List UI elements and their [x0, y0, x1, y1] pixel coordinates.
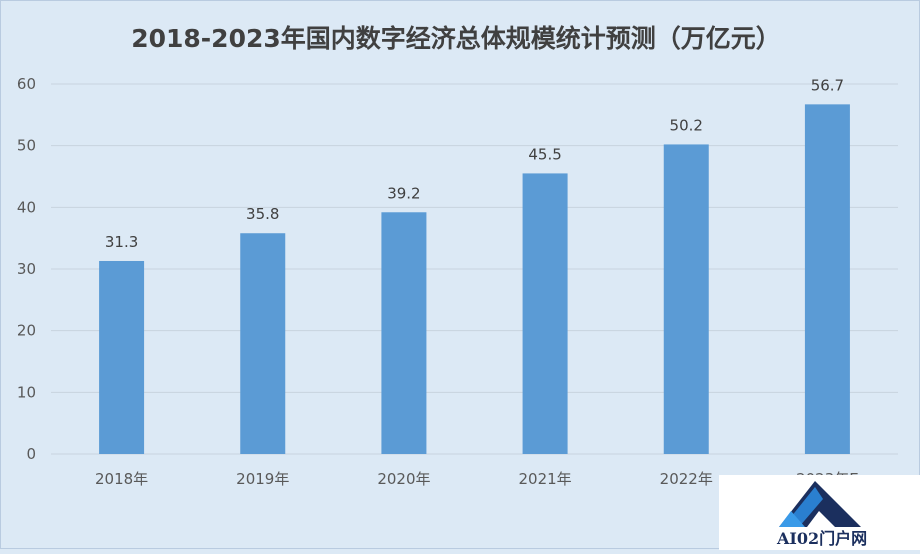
data-label: 31.3	[105, 233, 138, 251]
data-label: 35.8	[246, 205, 279, 223]
bar	[240, 233, 286, 454]
x-tick-label: 2020年	[377, 470, 430, 488]
x-tick-label: 2018年	[95, 470, 148, 488]
triangle-a-logo-icon	[779, 481, 861, 527]
y-tick-label: 0	[26, 445, 36, 463]
x-tick-label: 2022年	[660, 470, 713, 488]
data-labels: 31.3 35.8 39.2 45.5 50.2 56.7	[105, 76, 844, 251]
data-label: 45.5	[528, 145, 561, 163]
bar	[99, 260, 145, 454]
chart-title: 2018-2023年国内数字经济总体规模统计预测（万亿元）	[131, 24, 781, 53]
bar	[804, 104, 850, 454]
y-tick-label: 30	[17, 260, 36, 278]
grid-lines	[51, 83, 898, 455]
bar	[381, 212, 427, 454]
bar	[522, 173, 568, 454]
data-label: 39.2	[387, 184, 420, 202]
watermark-text: AI02门户网	[777, 529, 868, 548]
x-tick-label: 2019年	[236, 470, 289, 488]
bar	[663, 144, 709, 454]
data-label: 50.2	[670, 116, 703, 134]
y-tick-label: 60	[17, 75, 36, 93]
watermark: AI02门户网	[719, 475, 920, 550]
y-tick-label: 50	[17, 137, 36, 155]
y-axis-ticks: 0 10 20 30 40 50 60	[17, 75, 36, 463]
bars	[99, 104, 850, 454]
data-label: 56.7	[811, 76, 844, 94]
y-tick-label: 10	[17, 383, 36, 401]
y-tick-label: 40	[17, 198, 36, 216]
y-tick-label: 20	[17, 322, 36, 340]
x-tick-label: 2021年	[518, 470, 571, 488]
